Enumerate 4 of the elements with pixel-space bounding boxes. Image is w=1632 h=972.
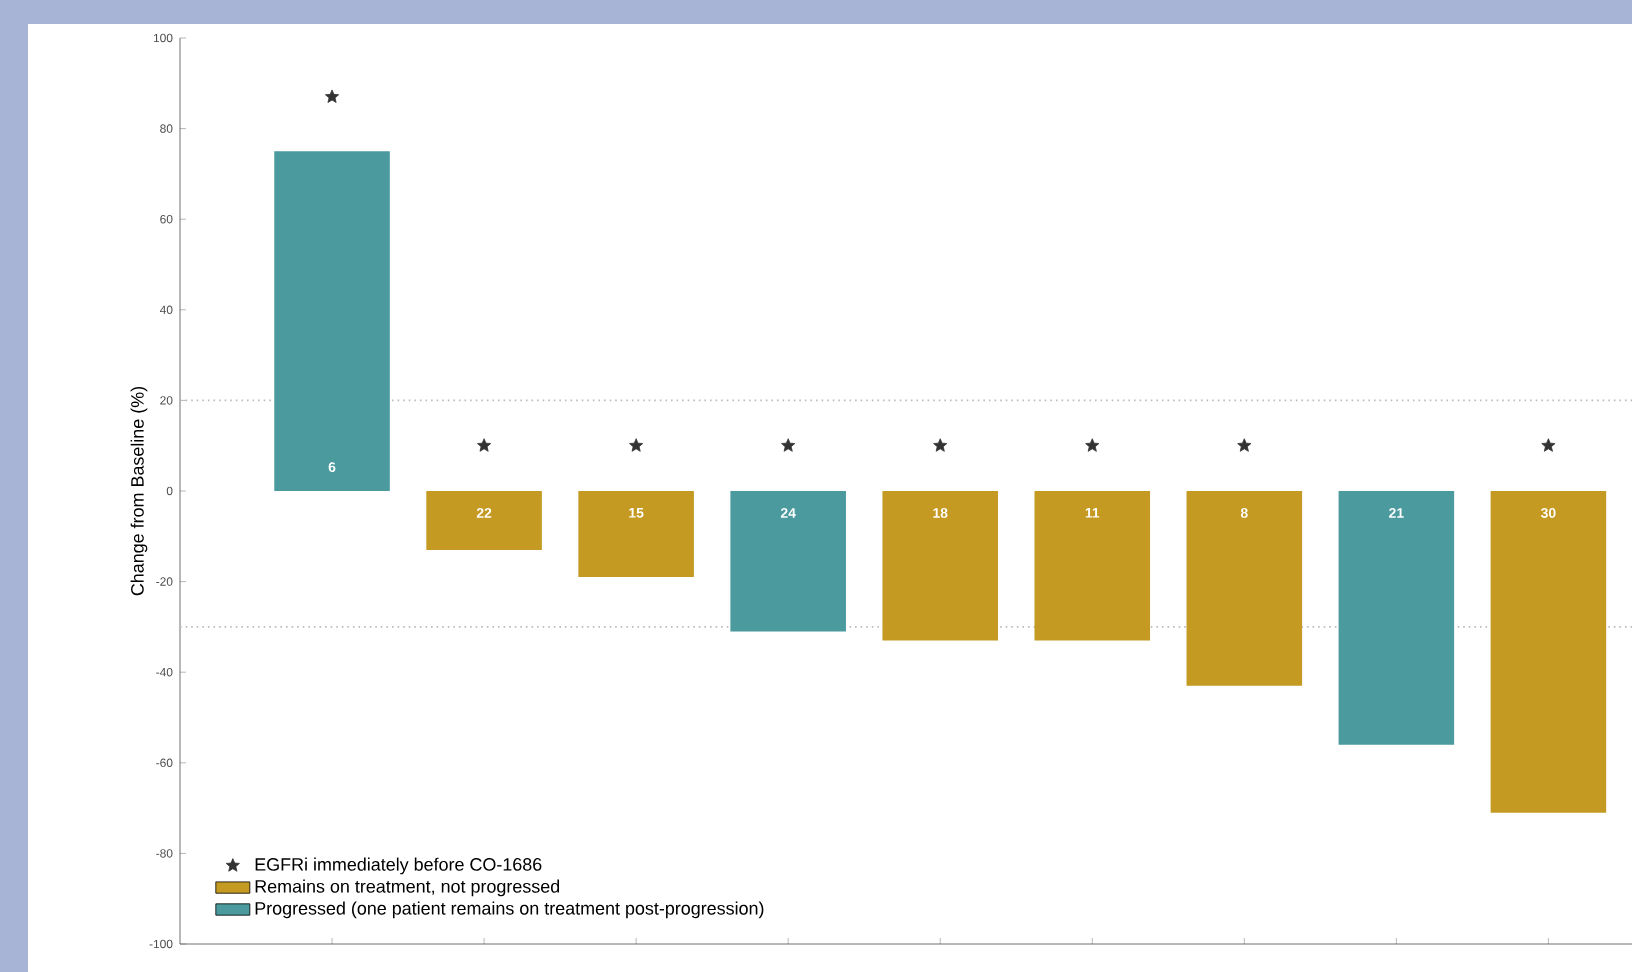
legend-label: Progressed (one patient remains on treatment post-progression)	[255, 901, 764, 919]
legend-label: Remains on treatment, not progressed	[255, 879, 560, 897]
y-axis-title: Change from Baseline (%)	[130, 386, 148, 596]
legend-label: EGFRi immediately before CO-1686	[255, 857, 542, 875]
